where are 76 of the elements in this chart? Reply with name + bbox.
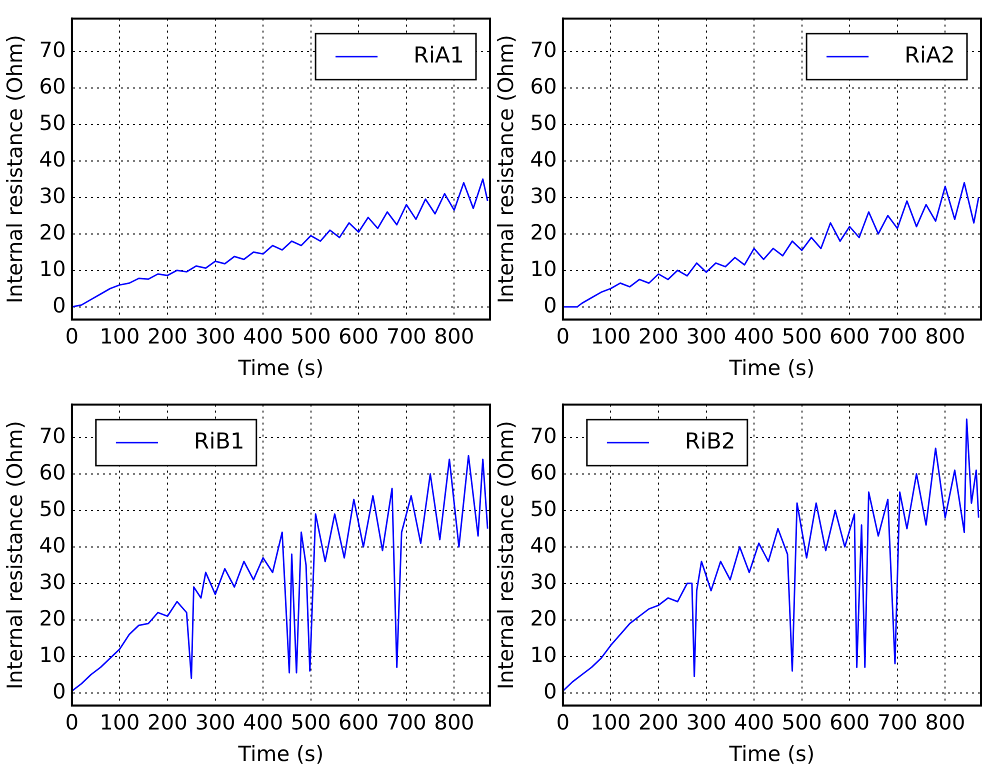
y-tick-label: 50 [39, 496, 66, 521]
x-tick-label: 700 [877, 710, 918, 735]
y-axis-title: Internal resistance (Ohm) [3, 420, 28, 690]
y-tick-label: 30 [530, 570, 557, 594]
y-tick-label: 60 [530, 460, 557, 484]
x-tick-label: 200 [638, 710, 679, 735]
x-tick-label: 800 [925, 324, 966, 349]
x-tick-label: 400 [242, 324, 284, 349]
x-tick-label: 800 [925, 710, 966, 735]
x-tick-label: 100 [590, 324, 631, 349]
x-tick-label: 100 [100, 324, 140, 349]
x-axis-title: Time (s) [237, 742, 324, 766]
x-tick-label: 500 [782, 710, 822, 735]
y-tick-label: 70 [39, 38, 66, 62]
y-tick-label: 30 [39, 184, 66, 208]
legend-label: RiB2 [684, 429, 736, 454]
x-tick-label: 600 [830, 710, 870, 735]
y-tick-label: 50 [530, 496, 557, 521]
y-tick-label: 10 [39, 256, 66, 281]
y-tick-label: 50 [39, 110, 66, 135]
x-tick-label: 300 [195, 324, 236, 349]
x-axis-title: Time (s) [237, 356, 324, 380]
y-axis-title: Internal resistance (Ohm) [494, 420, 518, 690]
y-tick-label: 60 [530, 74, 557, 98]
y-tick-label: 0 [52, 679, 66, 704]
y-tick-label: 40 [39, 533, 66, 558]
y-tick-label: 20 [530, 220, 557, 244]
y-tick-label: 60 [39, 460, 66, 484]
y-tick-label: 20 [39, 606, 66, 630]
x-tick-label: 200 [638, 324, 679, 349]
x-tick-label: 200 [147, 710, 188, 735]
x-tick-label: 300 [686, 710, 726, 735]
x-tick-label: 700 [386, 324, 426, 349]
x-tick-label: 500 [290, 710, 331, 735]
x-axis-title: Time (s) [728, 356, 815, 380]
x-tick-label: 700 [877, 324, 918, 349]
x-tick-label: 700 [386, 710, 426, 735]
x-tick-label: 500 [782, 324, 822, 349]
y-tick-label: 70 [530, 424, 557, 448]
legend-label: RiA1 [414, 43, 464, 68]
legend-label: RiA2 [904, 43, 956, 68]
y-tick-label: 40 [530, 533, 557, 558]
y-tick-label: 0 [544, 293, 557, 318]
x-tick-label: 100 [590, 710, 631, 735]
x-tick-label: 600 [338, 710, 379, 735]
x-tick-label: 400 [734, 324, 774, 349]
y-tick-label: 0 [52, 293, 66, 318]
y-tick-label: 40 [39, 147, 66, 172]
y-tick-label: 50 [530, 110, 557, 135]
x-tick-label: 600 [338, 324, 379, 349]
legend-label: RiB1 [194, 429, 244, 454]
y-tick-label: 10 [530, 256, 557, 281]
x-axis-title: Time (s) [728, 742, 815, 766]
x-tick-label: 500 [290, 324, 331, 349]
y-tick-label: 30 [530, 184, 557, 208]
y-tick-label: 60 [39, 74, 66, 98]
x-tick-label: 600 [830, 324, 870, 349]
y-tick-label: 0 [544, 679, 557, 704]
x-tick-label: 400 [242, 710, 284, 735]
y-tick-label: 30 [39, 570, 66, 594]
y-tick-label: 10 [39, 642, 66, 667]
x-tick-label: 100 [100, 710, 140, 735]
x-tick-label: 300 [195, 710, 236, 735]
x-tick-label: 800 [434, 710, 474, 735]
x-tick-label: 200 [147, 324, 188, 349]
y-tick-label: 70 [39, 424, 66, 448]
x-tick-label: 400 [734, 710, 774, 735]
y-axis-title: Internal resistance (Ohm) [494, 34, 518, 304]
x-tick-label: 300 [686, 324, 726, 349]
y-tick-label: 20 [39, 220, 66, 244]
y-tick-label: 70 [530, 38, 557, 62]
y-tick-label: 40 [530, 147, 557, 172]
x-tick-label: 800 [434, 324, 474, 349]
y-tick-label: 10 [530, 642, 557, 667]
y-tick-label: 20 [530, 606, 557, 630]
y-axis-title: Internal resistance (Ohm) [3, 34, 28, 304]
